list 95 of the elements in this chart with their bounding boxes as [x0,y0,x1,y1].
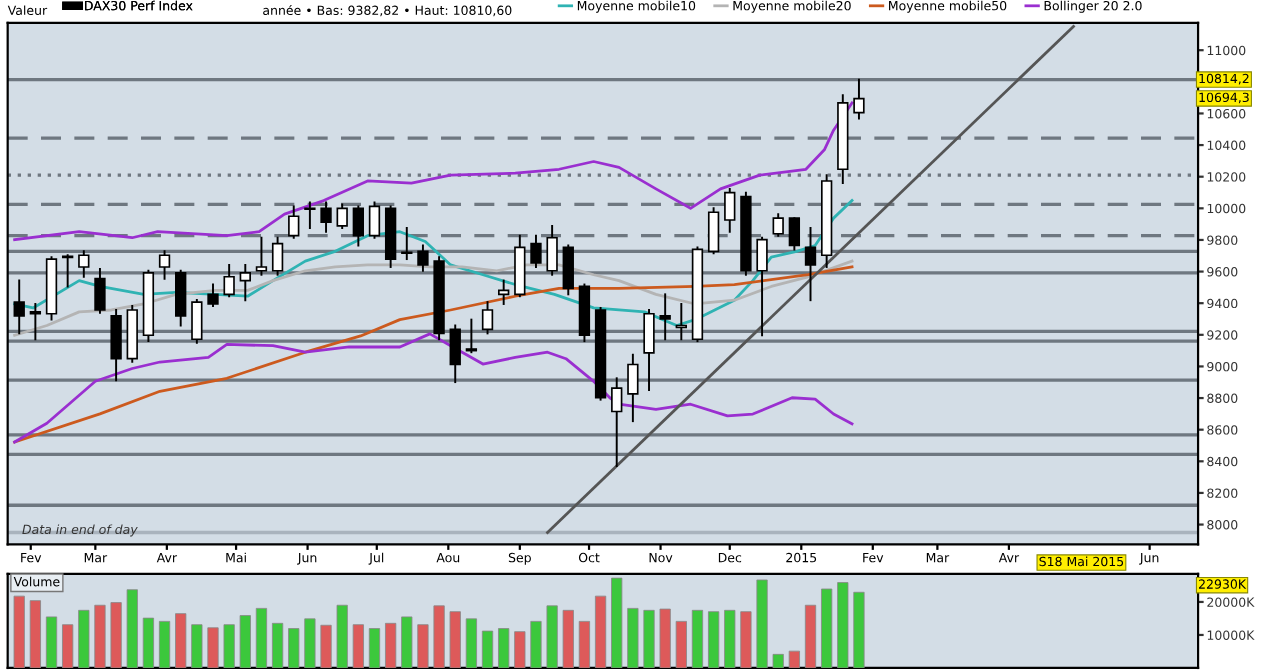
candlestick [110,309,122,382]
candlestick [352,205,365,247]
bar [481,630,494,668]
bar [352,624,364,668]
bar [627,607,639,668]
bar [740,611,752,668]
bar [853,591,865,668]
candlestick [336,203,348,229]
bar [756,579,768,668]
bar [675,620,687,668]
bar [13,595,25,668]
candlestick [239,263,251,302]
bar [62,624,74,668]
candlestick [627,353,639,423]
bar [142,617,155,668]
candlestick [530,234,542,268]
bar [449,611,461,668]
candlestick [481,301,494,335]
bar [837,582,849,668]
candlestick [288,205,300,239]
bar [385,622,397,668]
bar [191,624,203,668]
candlestick [724,187,736,233]
bar [336,604,348,668]
bar [594,595,607,668]
candlestick [514,234,526,298]
bar [271,622,284,668]
candlestick [546,224,558,276]
bar [401,616,413,668]
bar [29,600,41,668]
bar [78,609,90,668]
candlestick [158,250,171,280]
bar [804,604,817,668]
bar [821,588,833,668]
candlestick [207,283,219,308]
bar [417,624,429,668]
candlestick [175,269,187,327]
candlestick [804,226,817,302]
bar [320,624,332,668]
candlestick [271,236,284,276]
bar [546,605,558,668]
bar [255,607,268,668]
bar [772,653,784,668]
candlestick [562,244,574,296]
candlestick [304,201,316,229]
bar [562,609,574,668]
bar [530,620,542,668]
candlestick [417,244,429,272]
candlestick [94,267,106,314]
candlestick [223,263,235,298]
candlestick [611,377,623,468]
candlestick [643,309,655,391]
bar [611,577,623,668]
candlestick [788,217,801,251]
candlestick [853,78,865,120]
candlestick [465,318,478,354]
bar [788,650,800,668]
candlestick [449,324,461,384]
bar [643,609,655,668]
bar [158,620,171,668]
candlestick [772,213,784,237]
candlestick [368,201,381,239]
bar [126,589,138,668]
bar [223,624,235,668]
bar [175,613,187,668]
bar [304,618,316,668]
candlestick [320,201,332,233]
bar [498,628,510,668]
candlestick [29,303,42,341]
candlestick [707,207,720,255]
candlestick [61,254,74,288]
bar [691,609,704,668]
bar [368,628,381,668]
line-series [13,265,854,444]
bar [578,620,591,668]
candlestick [498,279,510,305]
candlestick [659,293,671,341]
candlestick [255,236,268,276]
bar [514,631,526,668]
bar [708,611,720,668]
bar [239,615,251,668]
bar [45,616,58,668]
bar [110,602,122,668]
bar [94,604,106,668]
candlestick [756,236,768,337]
bar [724,609,736,668]
bar [433,605,445,668]
candlestick [13,279,25,335]
bar [659,608,671,668]
bar [465,618,477,668]
candlestick [78,250,90,278]
bar [207,627,219,668]
candlestick [191,299,203,344]
candlestick [401,226,413,261]
bar [288,628,300,668]
